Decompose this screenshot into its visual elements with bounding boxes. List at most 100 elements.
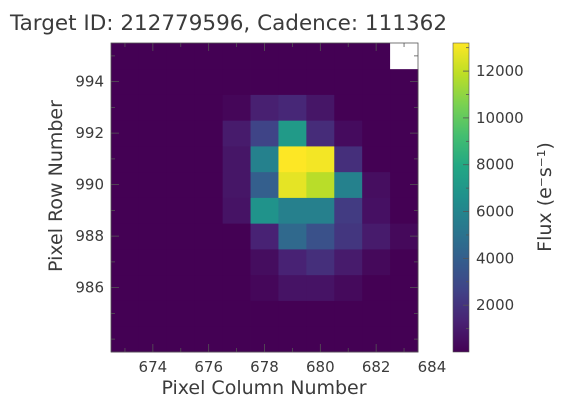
heatmap-cell bbox=[390, 300, 419, 327]
heatmap-cell bbox=[362, 120, 391, 147]
heatmap-cell bbox=[194, 94, 224, 121]
heatmap-cell bbox=[250, 171, 279, 198]
heatmap-cell bbox=[278, 197, 307, 224]
chart-title: Target ID: 212779596, Cadence: 111362 bbox=[9, 11, 447, 36]
heatmap-cell bbox=[334, 68, 363, 95]
heatmap-cell bbox=[222, 43, 251, 70]
colorbar-tick-label: 12000 bbox=[476, 62, 524, 80]
heatmap-cell bbox=[250, 94, 279, 121]
heatmap-cell bbox=[138, 300, 168, 327]
heatmap-cell bbox=[138, 171, 168, 198]
colorbar-tick-label: 6000 bbox=[476, 203, 514, 221]
colorbar-tick-label: 2000 bbox=[476, 296, 514, 314]
heatmap-cell bbox=[306, 68, 335, 95]
heatmap-cell bbox=[278, 223, 307, 250]
y-tick-label: 994 bbox=[75, 73, 104, 91]
heatmap-cell bbox=[334, 94, 363, 121]
heatmap-cell bbox=[138, 249, 168, 276]
x-axis-ticks: 674 676 678 680 682 684 bbox=[124, 43, 447, 376]
heatmap-cell bbox=[250, 146, 279, 173]
heatmap-cell bbox=[250, 249, 279, 276]
heatmap-cell bbox=[138, 274, 168, 301]
heatmap-cell bbox=[334, 197, 363, 224]
heatmap-cell bbox=[334, 120, 363, 147]
heatmap-cell bbox=[390, 146, 419, 173]
heatmap-cell bbox=[362, 197, 391, 224]
heatmap-cell bbox=[334, 223, 363, 250]
x-tick-label: 674 bbox=[139, 358, 168, 376]
heatmap-cell bbox=[222, 171, 251, 198]
heatmap-cell bbox=[166, 197, 196, 224]
x-axis-label: Pixel Column Number bbox=[161, 377, 366, 399]
x-tick-label: 682 bbox=[362, 358, 391, 376]
heatmap-cell bbox=[111, 43, 140, 70]
heatmap-cell bbox=[111, 146, 140, 173]
heatmap-cell bbox=[306, 171, 335, 198]
heatmap-cell bbox=[166, 249, 196, 276]
heatmap-cell bbox=[222, 300, 251, 327]
heatmap-cell bbox=[334, 249, 363, 276]
heatmap-cell bbox=[166, 43, 196, 70]
heatmap-cell bbox=[194, 300, 224, 327]
heatmap-cell bbox=[138, 68, 168, 95]
heatmap-cell bbox=[306, 146, 335, 173]
heatmap-cell bbox=[334, 146, 363, 173]
heatmap-cell bbox=[194, 197, 224, 224]
heatmap-cell bbox=[138, 146, 168, 173]
heatmap-cell bbox=[334, 171, 363, 198]
colorbar-tick-label: 10000 bbox=[476, 109, 524, 127]
colorbar-label: Flux (e⁻s⁻¹) bbox=[534, 142, 556, 252]
heatmap-cell bbox=[306, 249, 335, 276]
x-tick-label: 684 bbox=[418, 358, 447, 376]
y-tick-label: 986 bbox=[75, 279, 104, 297]
heatmap-cell bbox=[250, 120, 279, 147]
heatmap-cell bbox=[194, 249, 224, 276]
heatmap-cell bbox=[166, 274, 196, 301]
heatmap-cell bbox=[138, 197, 168, 224]
heatmap-cell bbox=[194, 68, 224, 95]
heatmap-cell bbox=[278, 274, 307, 301]
x-tick-label: 678 bbox=[250, 358, 279, 376]
y-tick-label: 988 bbox=[75, 227, 104, 245]
heatmap-cell bbox=[250, 68, 279, 95]
heatmap-cell bbox=[278, 300, 307, 327]
heatmap-cell bbox=[278, 94, 307, 121]
heatmap-cell bbox=[194, 274, 224, 301]
heatmap-cell bbox=[362, 300, 391, 327]
heatmap-cell bbox=[362, 249, 391, 276]
colorbar-ticks: 2000 4000 6000 8000 10000 12000 bbox=[463, 47, 524, 329]
heatmap-cell bbox=[278, 146, 307, 173]
heatmap-cell bbox=[278, 120, 307, 147]
heatmap-cell bbox=[250, 197, 279, 224]
heatmap-cell bbox=[194, 146, 224, 173]
heatmap-cell bbox=[111, 197, 140, 224]
heatmap-cells bbox=[111, 43, 419, 353]
heatmap-cell bbox=[362, 171, 391, 198]
y-axis-label: Pixel Row Number bbox=[45, 100, 67, 272]
colorbar-tick-label: 8000 bbox=[476, 156, 514, 174]
heatmap-cell bbox=[362, 68, 391, 95]
heatmap-cell bbox=[306, 223, 335, 250]
x-tick-label: 676 bbox=[194, 358, 223, 376]
heatmap-cell bbox=[222, 120, 251, 147]
heatmap-cell bbox=[278, 249, 307, 276]
heatmap-cell bbox=[166, 68, 196, 95]
heatmap-cell bbox=[390, 249, 419, 276]
heatmap-cell bbox=[222, 274, 251, 301]
heatmap-cell bbox=[390, 197, 419, 224]
heatmap-cell bbox=[250, 274, 279, 301]
heatmap-cell bbox=[166, 120, 196, 147]
heatmap-cell bbox=[334, 274, 363, 301]
heatmap-cell bbox=[138, 94, 168, 121]
y-tick-label: 990 bbox=[75, 176, 104, 194]
heatmap-cell bbox=[334, 300, 363, 327]
heatmap-cell bbox=[111, 249, 140, 276]
heatmap-cell bbox=[111, 300, 140, 327]
heatmap-cell bbox=[306, 94, 335, 121]
heatmap-cell bbox=[306, 300, 335, 327]
heatmap-cell bbox=[138, 223, 168, 250]
heatmap-cell bbox=[306, 274, 335, 301]
heatmap-cell bbox=[138, 120, 168, 147]
x-tick-label: 680 bbox=[306, 358, 335, 376]
